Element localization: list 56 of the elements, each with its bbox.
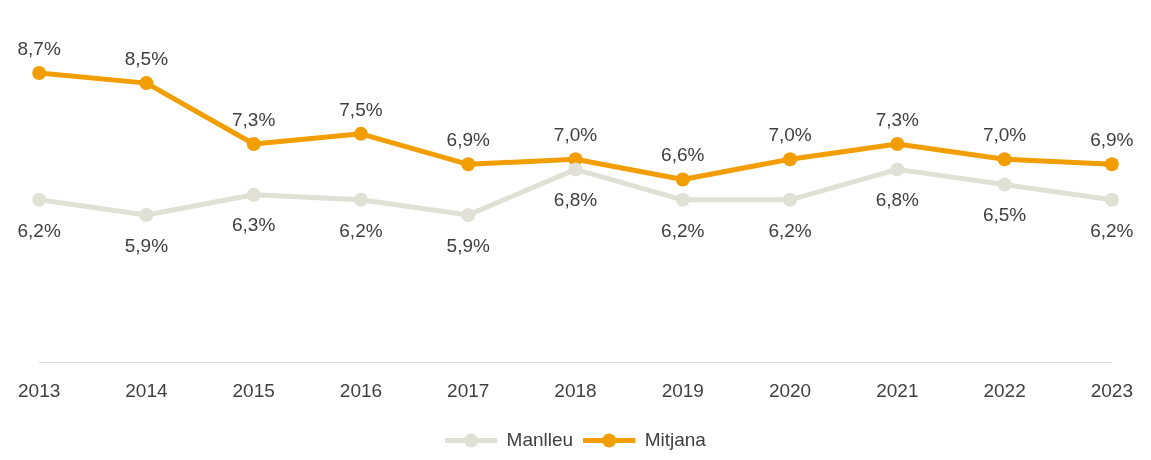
data-label: 6,9%: [446, 129, 490, 151]
point: [139, 76, 154, 91]
data-label: 7,0%: [982, 123, 1027, 145]
data-label: 7,3%: [232, 108, 276, 130]
point: [890, 137, 905, 152]
point: [246, 187, 261, 202]
data-label: 6,5%: [982, 204, 1027, 226]
point: [353, 126, 368, 141]
point: [1104, 192, 1119, 207]
x-tick-label: 2013: [17, 379, 61, 401]
data-label: 8,5%: [124, 47, 169, 69]
data-label: 5,9%: [446, 234, 490, 256]
point: [1104, 157, 1119, 172]
point: [568, 162, 583, 177]
point: [783, 152, 798, 167]
point: [461, 157, 476, 172]
data-label: 6,2%: [768, 219, 812, 241]
data-label: 7,5%: [339, 98, 383, 120]
point: [997, 152, 1012, 167]
data-label: 6,2%: [1090, 219, 1134, 241]
point: [997, 177, 1012, 192]
point: [32, 192, 47, 207]
data-label: 6,2%: [661, 219, 705, 241]
point: [675, 172, 690, 187]
x-tick-label: 2015: [232, 379, 275, 401]
point: [139, 208, 154, 223]
point: [675, 192, 690, 207]
data-label: 7,0%: [553, 123, 598, 145]
point: [890, 162, 905, 177]
data-label: 6,2%: [339, 219, 383, 241]
data-label: 7,3%: [875, 108, 920, 130]
point: [32, 65, 47, 80]
point: [246, 137, 261, 152]
data-label: 6,9%: [1090, 129, 1134, 151]
data-label: 6,8%: [553, 189, 598, 211]
x-tick-label: 2022: [983, 379, 1026, 401]
data-label: 6,8%: [875, 189, 920, 211]
x-tick-label: 2016: [339, 379, 383, 401]
x-tick-label: 2023: [1090, 379, 1134, 401]
data-label: 7,0%: [768, 123, 812, 145]
x-tick-label: 2020: [768, 379, 812, 401]
data-label: 6,2%: [17, 219, 61, 241]
point: [353, 192, 368, 207]
x-tick-label: 2019: [661, 379, 704, 401]
point: [783, 192, 798, 207]
data-label: 5,9%: [124, 234, 169, 256]
x-tick-label: 2017: [447, 379, 490, 401]
point: [461, 208, 476, 223]
data-label: 8,7%: [17, 37, 61, 59]
data-label: 6,3%: [232, 214, 276, 236]
legend-label: Mitjana: [644, 428, 707, 450]
x-tick-label: 2021: [876, 379, 919, 401]
data-label: 6,6%: [661, 144, 705, 166]
x-tick-label: 2014: [125, 379, 168, 401]
legend-label: Manlleu: [506, 428, 574, 450]
x-tick-label: 2018: [554, 379, 597, 401]
